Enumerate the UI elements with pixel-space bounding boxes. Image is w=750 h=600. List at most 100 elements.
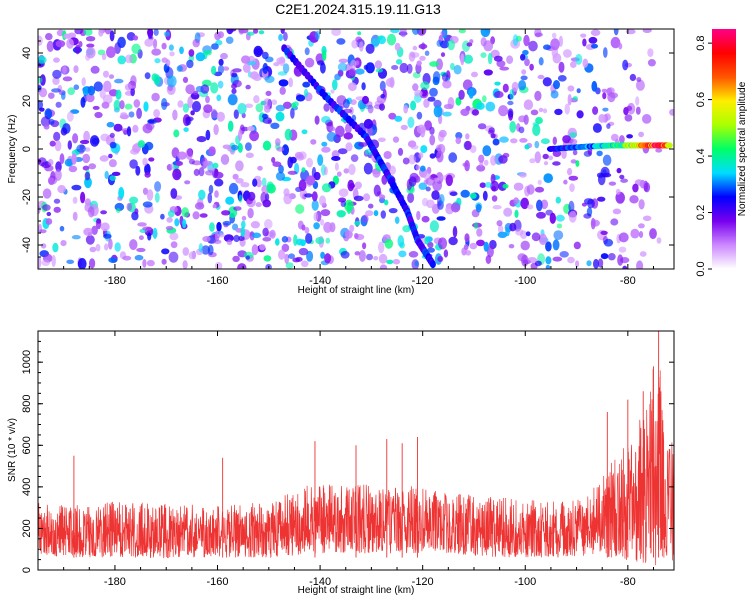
spectrogram-cell xyxy=(506,55,514,64)
spectrogram-cell xyxy=(647,59,656,67)
spectrogram-cell xyxy=(182,247,190,256)
spectrogram-y-tick-label: 0 xyxy=(21,146,33,152)
spectrogram-cell xyxy=(392,136,400,143)
spectrogram-cell xyxy=(73,84,80,90)
spectrogram-cell xyxy=(561,148,567,159)
spectrogram-cell xyxy=(231,144,239,151)
spectrogram-cell xyxy=(384,199,389,206)
spectrogram-cell xyxy=(188,158,195,165)
spectrogram-cell xyxy=(426,199,435,209)
spectrogram-cell xyxy=(617,254,624,266)
spectrogram-cell xyxy=(365,62,375,74)
spectrogram-cell xyxy=(311,191,318,202)
spectrogram-cell xyxy=(543,173,553,184)
spectrogram-cell xyxy=(63,33,72,39)
spectrogram-cell xyxy=(600,230,608,235)
spectrogram-cell xyxy=(147,119,155,124)
spectrogram-cell xyxy=(240,182,250,188)
spectrogram-cell xyxy=(354,233,359,239)
spectrogram-cell xyxy=(610,36,621,49)
spectrogram-cell xyxy=(597,258,604,268)
spectrogram-cell xyxy=(175,161,184,166)
spectrogram-cell xyxy=(363,118,373,129)
spectrogram-cell xyxy=(103,233,112,239)
spectrogram-cell xyxy=(154,192,160,203)
spectrogram-cell xyxy=(568,175,579,181)
spectrogram-cell xyxy=(81,77,86,87)
spectrogram-cell xyxy=(57,185,66,194)
spectrogram-cell xyxy=(304,193,313,198)
spectrogram-cell xyxy=(249,71,259,80)
spectrogram-cell xyxy=(619,174,625,180)
spectrogram-cell xyxy=(477,123,487,130)
spectrogram-cell xyxy=(79,139,90,145)
spectrogram-cell xyxy=(38,205,41,215)
spectrogram-cell xyxy=(509,88,515,100)
spectrogram-cell xyxy=(576,88,581,94)
spectrogram-cell xyxy=(212,204,217,209)
spectrogram-cell xyxy=(232,173,239,180)
spectrogram-cell xyxy=(55,101,62,108)
spectrogram-cell xyxy=(379,264,388,269)
spectrogram-cell xyxy=(235,178,244,184)
spectrogram-cell xyxy=(476,102,485,110)
spectrogram-cell xyxy=(272,161,282,167)
spectrogram-cell xyxy=(99,88,106,99)
spectrogram-cell xyxy=(392,258,401,265)
spectrogram-cell xyxy=(329,126,336,132)
spectrogram-cell xyxy=(349,224,355,233)
spectrogram-cell xyxy=(108,74,115,79)
spectrogram-cell xyxy=(555,214,565,222)
spectrogram-cell xyxy=(414,89,423,97)
spectrogram-cell xyxy=(463,244,469,251)
spectrogram-cell xyxy=(572,149,578,156)
spectrogram-cell xyxy=(407,116,415,128)
spectrogram-cell xyxy=(109,132,115,138)
spectrogram-cell xyxy=(503,207,513,217)
spectrogram-cell xyxy=(492,205,502,210)
spectrogram-cell xyxy=(203,104,213,113)
spectrogram-cell xyxy=(301,129,308,135)
spectrogram-cell xyxy=(207,192,213,204)
spectrogram-cell xyxy=(523,99,534,110)
spectrogram-cell xyxy=(331,29,341,36)
spectrogram-cell xyxy=(362,242,367,250)
spectrogram-cell xyxy=(416,210,421,221)
spectrogram-cell xyxy=(336,171,342,177)
spectrogram-cell xyxy=(41,259,50,266)
spectrogram-cell xyxy=(534,140,540,149)
spectrogram-cell xyxy=(367,104,374,114)
spectrogram-cell xyxy=(397,235,405,247)
spectrogram-cell xyxy=(101,101,110,109)
spectrogram-cell xyxy=(345,142,353,152)
spectrogram-cell xyxy=(552,256,563,262)
spectrogram-cell xyxy=(408,251,419,258)
spectrogram-cell xyxy=(222,66,230,71)
spectrogram-cell xyxy=(231,72,238,78)
spectrogram-cell xyxy=(231,88,237,94)
spectrogram-cell xyxy=(642,29,652,33)
spectrogram-cell xyxy=(491,185,497,192)
spectrogram-cell xyxy=(394,115,403,122)
spectrogram-cell xyxy=(558,61,565,73)
spectrogram-cell xyxy=(427,242,434,249)
spectrogram-cell xyxy=(179,46,184,55)
spectrogram-cell xyxy=(335,125,345,138)
spectrogram-cell xyxy=(484,181,492,188)
spectrogram-cell xyxy=(48,177,55,185)
spectrogram-cell xyxy=(91,225,98,235)
spectrogram-cell xyxy=(350,154,359,163)
spectrogram-cell xyxy=(449,191,458,197)
spectrogram-cell xyxy=(424,236,429,245)
spectrogram-cell xyxy=(77,258,87,269)
snr-y-tick-label: 0 xyxy=(21,567,33,573)
spectrogram-cell xyxy=(337,148,348,155)
spectrogram-cell xyxy=(275,111,285,122)
spectrogram-cell xyxy=(241,220,246,229)
spectrogram-cell xyxy=(389,165,396,175)
spectrogram-cell xyxy=(40,243,47,249)
spectrogram-cell xyxy=(131,43,141,54)
spectrogram-cell xyxy=(257,165,263,171)
spectrogram-cell xyxy=(216,221,222,232)
